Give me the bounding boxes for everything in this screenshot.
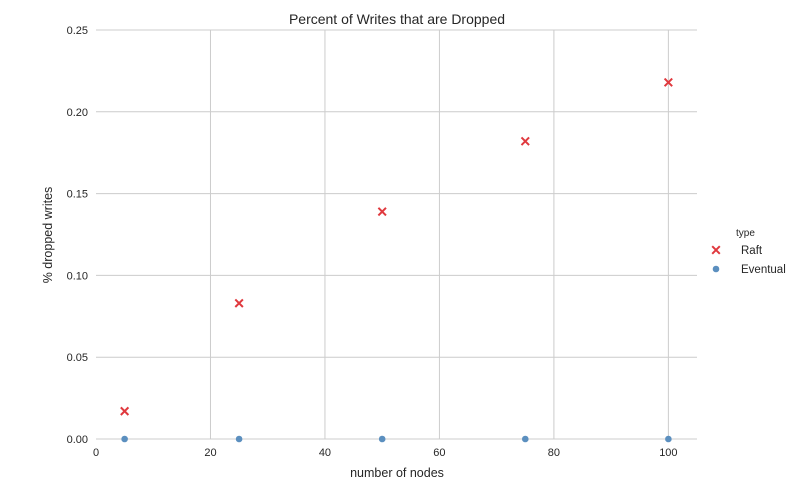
y-tick-label: 0.20 [67, 107, 88, 119]
eventual-point [521, 435, 529, 443]
raft-point [377, 207, 387, 217]
grid-lines [96, 29, 697, 440]
legend-eventual-marker [712, 265, 720, 273]
eventual-point [235, 435, 243, 443]
raft-point [234, 298, 244, 308]
raft-point [120, 406, 130, 416]
x-tick-label: 0 [93, 447, 99, 459]
y-tick-label: 0.05 [67, 352, 88, 364]
y-tick-label: 0.00 [67, 434, 88, 446]
y-tick-label: 0.10 [67, 270, 88, 282]
legend-eventual-label: Eventual [741, 264, 786, 276]
legend: type Raft Eventual [711, 228, 786, 276]
eventual-point [378, 435, 386, 443]
x-tick-label: 100 [659, 447, 677, 459]
y-tick-label: 0.25 [67, 25, 88, 37]
x-tick-label: 80 [548, 447, 560, 459]
y-axis-label: % dropped writes [41, 187, 55, 284]
eventual-point [665, 435, 672, 443]
x-axis-label: number of nodes [350, 466, 444, 480]
raft-point [520, 136, 530, 146]
x-tick-label: 40 [319, 447, 331, 459]
y-tick-label: 0.15 [67, 189, 88, 201]
raft-point [663, 77, 673, 87]
legend-raft-marker [711, 245, 721, 255]
chart-title: Percent of Writes that are Dropped [289, 11, 505, 27]
legend-raft-label: Raft [741, 245, 763, 257]
x-tick-label: 60 [433, 447, 445, 459]
tick-labels: 0.00 0.05 0.10 0.15 0.20 0.25 0 20 40 60 80 100 [67, 25, 678, 459]
x-tick-label: 20 [204, 447, 216, 459]
legend-title: type [736, 228, 755, 239]
eventual-point [121, 435, 128, 443]
data-points [120, 77, 673, 443]
